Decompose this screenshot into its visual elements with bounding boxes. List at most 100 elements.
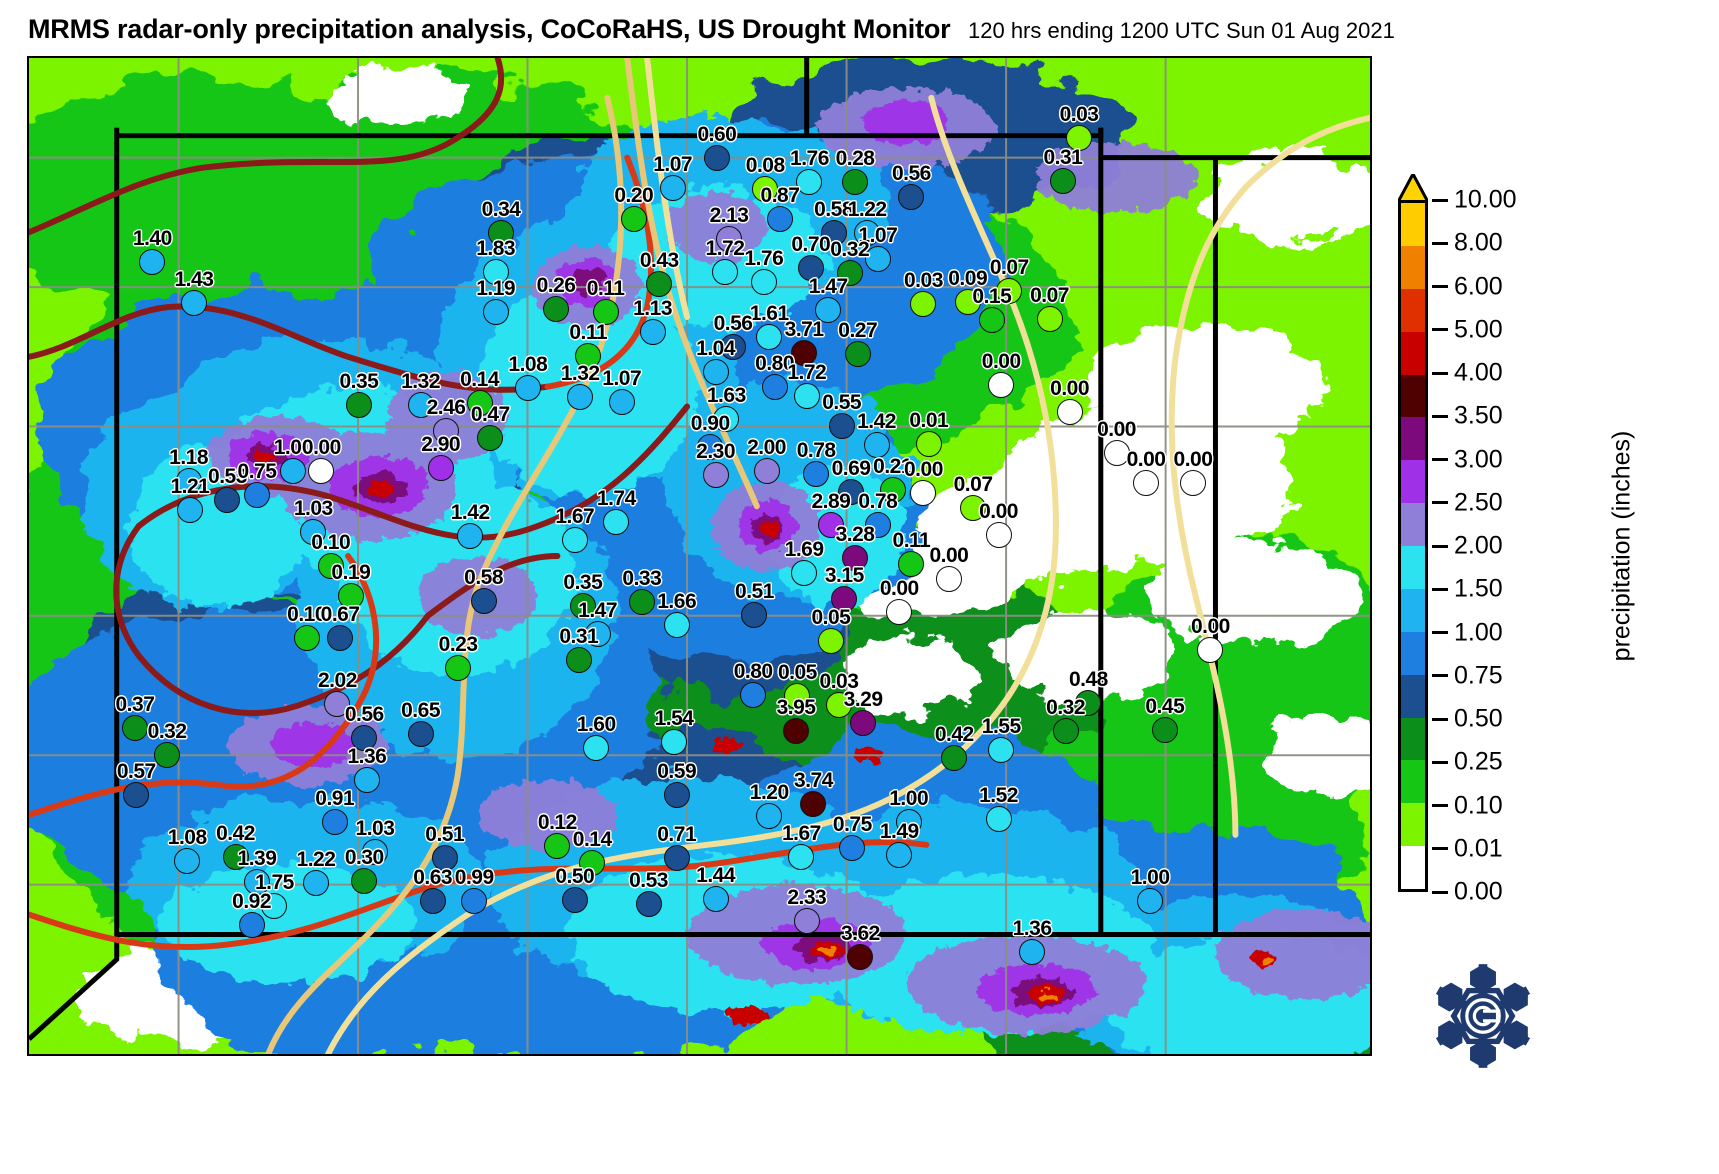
station-marker[interactable] [457, 523, 484, 550]
station-marker[interactable] [180, 290, 207, 317]
station-marker[interactable] [820, 220, 847, 247]
station-marker[interactable] [238, 911, 265, 938]
station-marker[interactable] [844, 340, 871, 367]
station-marker[interactable] [915, 431, 942, 458]
station-marker[interactable] [1179, 470, 1206, 497]
station-marker[interactable] [470, 587, 497, 614]
station-marker[interactable] [838, 479, 865, 506]
station-marker[interactable] [620, 206, 647, 233]
station-marker[interactable] [351, 867, 378, 894]
station-marker[interactable] [756, 323, 783, 350]
station-marker[interactable] [800, 791, 827, 817]
station-marker[interactable] [353, 767, 380, 794]
station-marker[interactable] [895, 808, 922, 835]
station-marker[interactable] [324, 691, 351, 718]
station-marker[interactable] [482, 298, 509, 325]
station-marker[interactable] [935, 565, 962, 592]
station-marker[interactable] [121, 715, 148, 742]
station-marker[interactable] [1151, 717, 1178, 744]
station-marker[interactable] [308, 458, 335, 485]
station-marker[interactable] [175, 468, 202, 495]
station-marker[interactable] [628, 588, 655, 615]
station-marker[interactable] [561, 527, 588, 554]
station-marker[interactable] [663, 844, 690, 871]
station-marker[interactable] [788, 843, 815, 870]
station-marker[interactable] [817, 627, 844, 654]
station-marker[interactable] [864, 246, 891, 273]
station-marker[interactable] [321, 808, 348, 835]
station-marker[interactable] [836, 260, 863, 287]
station-marker[interactable] [825, 692, 852, 719]
station-marker[interactable] [783, 718, 810, 745]
station-marker[interactable] [445, 654, 472, 681]
station-marker[interactable] [561, 886, 588, 913]
station-marker[interactable] [1075, 690, 1102, 717]
station-marker[interactable] [433, 417, 460, 444]
station-marker[interactable] [569, 592, 596, 619]
station-marker[interactable] [1103, 440, 1130, 467]
station-marker[interactable] [1066, 124, 1092, 151]
station-marker[interactable] [302, 869, 329, 896]
station-marker[interactable] [740, 682, 767, 709]
station-marker[interactable] [317, 552, 344, 579]
station-marker[interactable] [791, 559, 818, 586]
station-marker[interactable] [646, 271, 673, 298]
station-marker[interactable] [575, 342, 602, 369]
station-marker[interactable] [879, 477, 906, 504]
station-marker[interactable] [756, 802, 783, 829]
station-marker[interactable] [176, 497, 203, 524]
station-marker[interactable] [1036, 305, 1063, 332]
station-marker[interactable] [543, 295, 569, 322]
station-marker[interactable] [960, 495, 987, 522]
station-marker[interactable] [1133, 470, 1160, 497]
station-marker[interactable] [741, 601, 768, 628]
station-marker[interactable] [337, 582, 364, 609]
station-marker[interactable] [713, 405, 740, 432]
station-marker[interactable] [752, 176, 779, 203]
station-marker[interactable] [1056, 398, 1083, 425]
station-marker[interactable] [831, 585, 858, 612]
station-marker[interactable] [466, 389, 493, 416]
station-marker[interactable] [123, 782, 150, 809]
station-marker[interactable] [659, 175, 686, 202]
station-marker[interactable] [817, 512, 844, 539]
station-marker[interactable] [697, 434, 724, 461]
station-marker[interactable] [361, 838, 388, 865]
station-marker[interactable] [635, 890, 662, 917]
station-marker[interactable] [663, 782, 690, 809]
station-marker[interactable] [214, 487, 241, 514]
station-marker[interactable] [639, 318, 666, 345]
station-marker[interactable] [854, 220, 881, 247]
station-marker[interactable] [584, 620, 611, 647]
station-marker[interactable] [978, 306, 1005, 333]
station-marker[interactable] [514, 374, 541, 401]
station-marker[interactable] [766, 206, 793, 233]
station-marker[interactable] [427, 455, 454, 482]
station-marker[interactable] [784, 683, 811, 710]
station-marker[interactable] [579, 849, 606, 876]
station-marker[interactable] [702, 885, 729, 912]
station-marker[interactable] [793, 382, 820, 409]
station-marker[interactable] [702, 462, 729, 489]
station-marker[interactable] [985, 522, 1012, 549]
station-marker[interactable] [842, 544, 869, 571]
station-marker[interactable] [583, 735, 610, 762]
station-marker[interactable] [243, 868, 270, 895]
station-marker[interactable] [716, 226, 742, 253]
station-marker[interactable] [544, 832, 571, 859]
station-marker[interactable] [941, 745, 968, 772]
station-marker[interactable] [815, 296, 842, 323]
station-marker[interactable] [842, 168, 869, 195]
station-marker[interactable] [482, 259, 509, 286]
station-marker[interactable] [910, 291, 937, 317]
station-marker[interactable] [592, 298, 619, 325]
station-marker[interactable] [886, 598, 913, 625]
station-marker[interactable] [988, 371, 1015, 398]
station-marker[interactable] [567, 383, 594, 410]
station-marker[interactable] [1137, 887, 1164, 914]
station-marker[interactable] [797, 255, 824, 282]
station-marker[interactable] [174, 847, 201, 874]
station-marker[interactable] [996, 278, 1023, 305]
station-marker[interactable] [327, 624, 354, 651]
station-marker[interactable] [154, 742, 181, 769]
